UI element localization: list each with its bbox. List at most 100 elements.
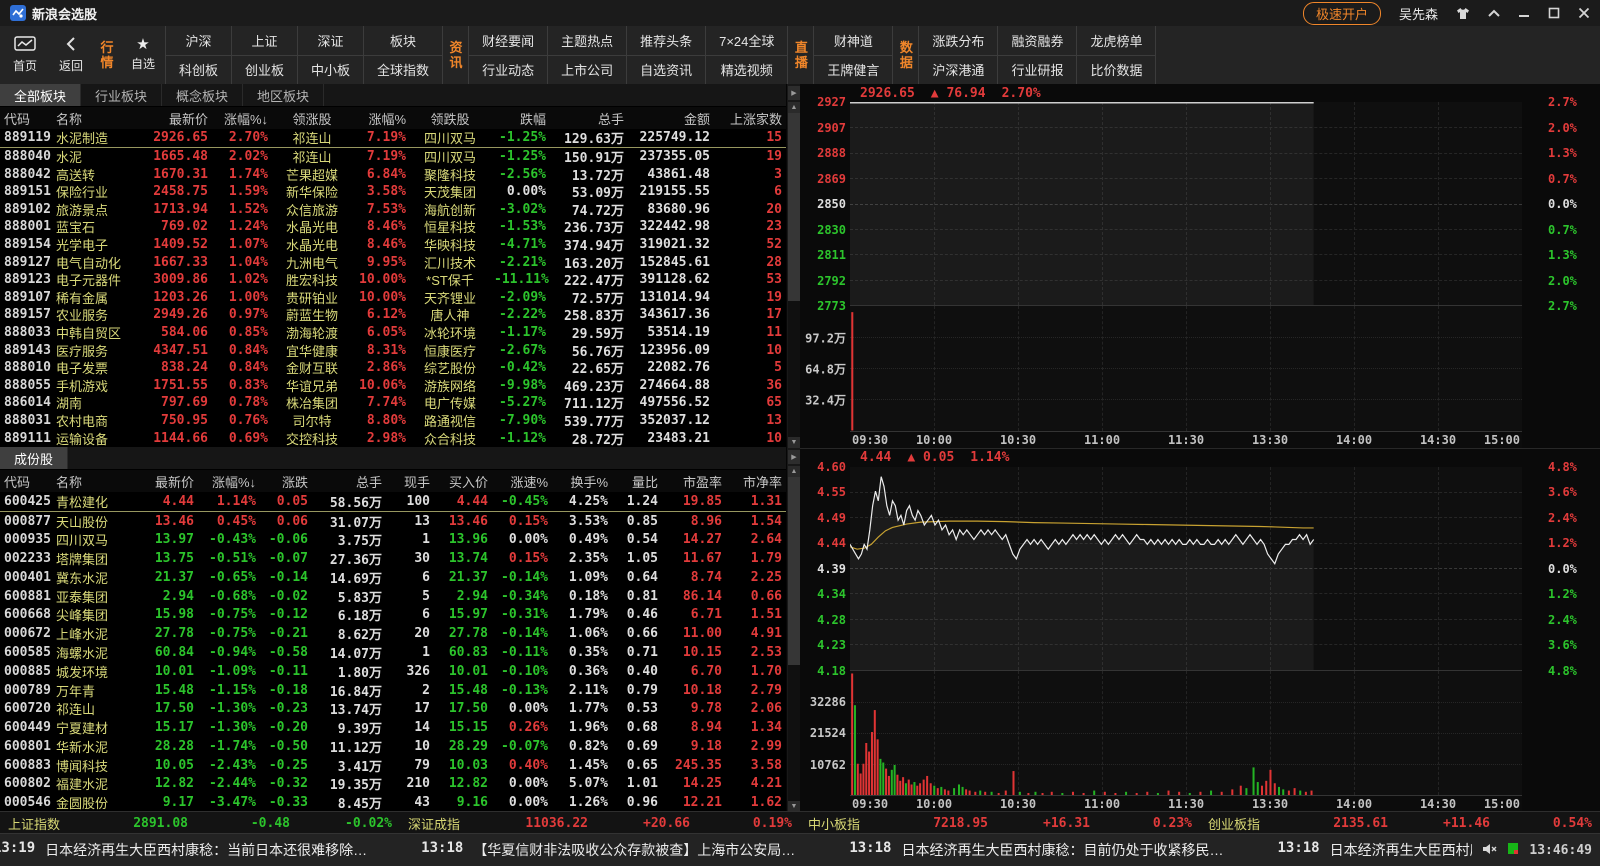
column-header[interactable]: 最新价 [168,111,208,127]
sector-tab-3[interactable]: 地区板块 [243,84,325,106]
column-header[interactable]: 领跌股 [430,111,470,127]
table-row[interactable]: 000877 天山股份 13.46 0.45% 0.06 31.07万 13 13.46 0.1… [0,512,786,531]
toolbar-item[interactable]: 比价数据 [1077,54,1156,85]
toolbar-section-news[interactable]: 资讯 [443,26,469,84]
table-row[interactable]: 600802 福建水泥 12.82 -2.44% -0.32 19.35万 210 12.82… [0,774,786,793]
column-header[interactable]: 最新价 [154,474,194,490]
toolbar-item[interactable]: 7×24全球 [719,33,775,49]
table-row[interactable]: 889154 光学电子 1409.52 1.07% 水晶光电 8.46% 华映科技 -4.71… [0,236,786,254]
table-row[interactable]: 600668 尖峰集团 15.98 -0.75% -0.12 6.18万 6 15.97 -0.… [0,606,786,624]
column-header[interactable]: 涨幅% [368,111,406,127]
table-row[interactable]: 889102 旅游景点 1713.94 1.52% 众信旅游 7.53% 海航创新 -3.02… [0,200,786,219]
expand-handle-icon[interactable]: ▶ [788,450,800,464]
toolbar-item[interactable]: 融资融券 [1011,33,1064,49]
table-row[interactable]: 889151 保险行业 2458.75 1.59% 新华保险 3.58% 天茂集团 0.00%… [0,183,786,201]
column-header[interactable]: 总手 [355,474,382,490]
constituent-tab-0[interactable]: 成份股 [0,447,69,469]
toolbar-item[interactable]: 行业动态 [469,54,548,85]
toolbar-item[interactable]: 科创板 [166,54,232,85]
speaker-icon[interactable] [1482,842,1497,860]
scrollbar-track[interactable] [788,113,800,437]
scroll-up-icon[interactable]: ▲ [788,466,800,477]
table-row[interactable]: 888010 电子发票 838.24 0.84% 金财互联 2.86% 综艺股份 -0.42%… [0,359,786,377]
table-row[interactable]: 888055 手机游戏 1751.55 0.83% 华谊兄弟 10.06% 游族网络 -9.9… [0,377,786,395]
column-header[interactable]: 名称 [56,474,83,490]
toolbar-item[interactable]: 上证 [251,33,278,49]
open-account-button[interactable]: 极速开户 [1302,1,1381,25]
news-item[interactable]: 13:18 【华夏信财非法吸收公众存款被查】上海市公安局… [421,840,795,860]
toolbar-item[interactable]: 推荐头条 [640,33,693,49]
column-header[interactable]: 市净率 [742,474,782,490]
table-row[interactable]: 886014 湖南 797.69 0.78% 株冶集团 7.74% 电广传媒 -5.27% 71… [0,394,786,412]
toolbar-item[interactable]: 王牌健言 [814,54,893,85]
toolbar-item[interactable]: 自选资讯 [627,54,706,85]
scrollbar-thumb[interactable] [788,477,800,665]
table-row[interactable]: 889107 稀有金属 1203.26 1.00% 贵研铂业 10.00% 天齐锂业 -2.0… [0,288,786,307]
news-item[interactable]: 13:18 日本经济再生大臣西村康稔：目前仍处于收紧移民… [849,840,1223,860]
column-header[interactable]: 市盈率 [682,474,722,490]
sector-tab-0[interactable]: 全部板块 [0,84,82,106]
chart-plot[interactable]: 09:30 10:00 10:30 11:00 11:30 13:30 14:00 14:30… [850,466,1522,812]
toolbar-home-button[interactable]: 首页 [2,26,48,84]
table-row[interactable]: 888033 中韩自贸区 584.06 0.85% 渤海轮渡 6.05% 冰轮环境 -1.17… [0,324,786,342]
table-row[interactable]: 000672 上峰水泥 27.78 -0.75% -0.21 8.62万 20 27.78 -0… [0,624,786,643]
table-row[interactable]: 000401 冀东水泥 21.37 -0.65% -0.14 14.69万 6 21.37 -0… [0,568,786,587]
table-row[interactable]: 000546 金圆股份 9.17 -3.47% -0.33 8.45万 43 9.16 0.00… [0,793,786,812]
toolbar-item[interactable]: 深证 [317,33,344,49]
column-header[interactable]: 涨幅%↓ [211,474,256,490]
column-header[interactable]: 涨幅%↓ [223,111,268,127]
column-header[interactable]: 代码 [4,111,31,127]
column-header[interactable]: 名称 [56,111,83,127]
toolbar-item[interactable]: 全球指数 [364,54,443,85]
toolbar-item[interactable]: 沪深港通 [919,54,998,85]
table-row[interactable]: 889119 水泥制造 2926.65 2.70% 祁连山 7.19% 四川双马 -1.25%… [0,129,786,148]
table-row[interactable]: 888042 高送转 1670.31 1.74% 芒果超媒 6.84% 聚隆科技 -2.56%… [0,165,786,184]
table-row[interactable]: 000789 万年青 15.48 -1.15% -0.18 16.84万 2 15.48 -0.… [0,681,786,700]
toolbar-item[interactable]: 财神道 [833,33,873,49]
toolbar-section-quotes[interactable]: 行情 [94,26,120,84]
table-row[interactable]: 600881 亚泰集团 2.94 -0.68% -0.02 5.83万 5 2.94 -0.34… [0,587,786,606]
toolbar-item[interactable]: 龙虎榜单 [1090,33,1143,49]
scroll-up-icon[interactable]: ▲ [788,102,800,113]
table-row[interactable]: 888040 水泥 1665.48 2.02% 祁连山 7.19% 四川双马 -1.25% 15… [0,148,786,166]
index-quote[interactable]: 上证指数 2891.08 -0.48 -0.02% [0,814,400,833]
column-header[interactable]: 金额 [683,111,710,127]
toolbar-section-live[interactable]: 直播 [788,26,814,84]
table-row[interactable]: 000885 城发环境 10.01 -1.09% -0.11 1.80万 326 10.01-… [0,662,786,681]
scrollbar-thumb[interactable] [788,113,800,301]
column-header[interactable]: 上涨家数 [729,111,782,127]
table-row[interactable]: 600585 海螺水泥 60.84 -0.94% -0.58 14.07万 1 60.83 -0… [0,643,786,662]
table-row[interactable]: 600883 博闻科技 10.05 -2.43% -0.25 3.41万 79 10.03 0.… [0,756,786,775]
column-header[interactable]: 涨跌 [281,474,308,490]
scroll-down-icon[interactable]: ▼ [788,801,800,812]
index-quote[interactable]: 中小板指 7218.95 +16.31 0.23% [800,814,1200,833]
table-row[interactable]: 889111 运输设备 1144.66 0.69% 交控科技 2.98% 众合科技 -1.12… [0,429,786,448]
table-row[interactable]: 002233 塔牌集团 13.75 -0.51% -0.07 27.36万 30 13.74 0… [0,549,786,568]
expand-handle-icon[interactable]: ▶ [788,86,800,100]
toolbar-item[interactable]: 上市公司 [548,54,627,85]
table-row[interactable]: 888031 农村电商 750.95 0.76% 司尔特 8.80% 路通视信 -7.90% 5… [0,412,786,430]
chart-plot[interactable]: 09:30 10:00 10:30 11:00 11:30 13:30 14:00 14:30… [850,102,1522,448]
toolbar-back-button[interactable]: 返回 [48,26,94,84]
column-header[interactable]: 总手 [597,111,624,127]
close-button[interactable] [1578,7,1590,19]
connection-status-icon[interactable] [1507,842,1519,860]
table-row[interactable]: 600801 华新水泥 28.28 -1.74% -0.50 11.12万 10 28.29-… [0,737,786,756]
sector-tab-1[interactable]: 行业板块 [81,84,163,106]
toolbar-item[interactable]: 主题热点 [561,33,614,49]
toolbar-favorites-button[interactable]: ★ 自选 [120,26,166,84]
table-row[interactable]: 889157 农业服务 2949.26 0.97% 蔚蓝生物 6.12% 唐人神 -2.22%… [0,306,786,324]
minimize-button[interactable] [1518,7,1530,19]
scroll-down-icon[interactable]: ▼ [788,437,800,448]
news-item[interactable]: 13:19 日本经济再生大臣西村康稔：当前日本还很难移除… [0,840,367,860]
column-header[interactable]: 换手% [570,474,608,490]
toolbar-item[interactable]: 涨跌分布 [932,33,985,49]
table-row[interactable]: 889127 电气自动化 1667.33 1.04% 九洲电气 9.95% 汇川技术 -2.2… [0,253,786,272]
table-row[interactable]: 600425 青松建化 4.44 1.14% 0.05 58.56万 100 4.44 -0.4… [0,492,786,512]
table-row[interactable]: 889143 医疗服务 4347.51 0.84% 宜华健康 8.31% 恒康医疗 -2.67… [0,341,786,360]
table-row[interactable]: 600720 祁连山 17.50 -1.30% -0.23 13.74万 17 17.50 0.… [0,699,786,718]
theme-skin-icon[interactable] [1456,7,1470,20]
column-header[interactable]: 买入价 [448,474,488,490]
index-quote[interactable]: 深证成指 11036.22 +20.66 0.19% [400,814,800,833]
column-header[interactable]: 量比 [631,474,658,490]
